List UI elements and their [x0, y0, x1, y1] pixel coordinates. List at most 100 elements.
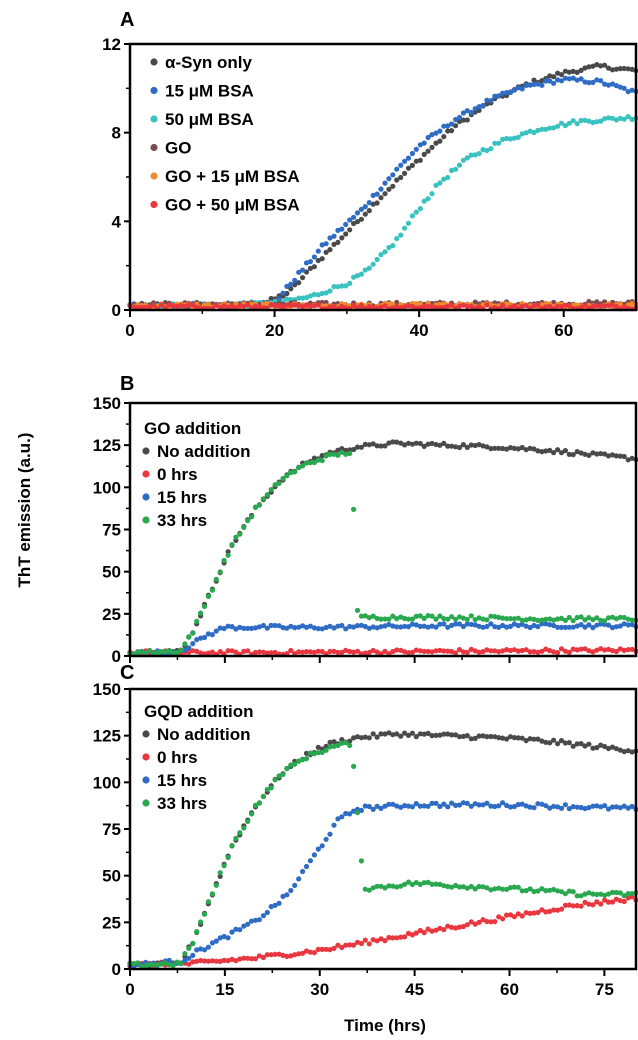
- data-point: [375, 192, 380, 197]
- data-point: [312, 264, 317, 269]
- data-point: [269, 487, 274, 492]
- data-point: [280, 772, 285, 777]
- data-point: [445, 804, 450, 809]
- data-point: [398, 163, 403, 168]
- data-point: [382, 249, 387, 254]
- y-tick-label: 50: [102, 563, 121, 582]
- data-point: [265, 910, 270, 915]
- y-tick-label: 100: [93, 478, 121, 497]
- data-point: [182, 641, 187, 646]
- data-point: [206, 594, 211, 599]
- data-point: [343, 231, 348, 236]
- data-point: [178, 961, 183, 966]
- y-tick-label: 12: [102, 35, 121, 54]
- y-tick-label: 75: [102, 820, 121, 839]
- data-point: [359, 217, 364, 222]
- data-point: [292, 278, 297, 283]
- data-point: [171, 963, 176, 968]
- legend-entry: No addition: [157, 442, 250, 461]
- panel-label-a: A: [120, 9, 134, 31]
- chart-panel-b: 0255075100125150GO additionNo addition0 …: [93, 394, 638, 666]
- data-point: [324, 241, 329, 246]
- data-point: [539, 83, 544, 88]
- data-point: [531, 805, 536, 810]
- y-tick-label: 75: [102, 521, 121, 540]
- data-point: [469, 110, 474, 115]
- legend-marker: [150, 144, 157, 151]
- data-point: [359, 941, 364, 946]
- data-point: [190, 941, 195, 946]
- data-point: [422, 930, 427, 935]
- legend-entry: GO: [165, 139, 191, 158]
- data-point: [359, 272, 364, 277]
- data-point: [206, 899, 211, 904]
- data-point: [414, 210, 419, 215]
- data-point: [249, 811, 254, 816]
- legend-marker: [150, 172, 157, 179]
- legend-marker: [142, 776, 149, 783]
- x-tick-label: 75: [595, 980, 614, 999]
- y-tick-label: 150: [93, 394, 121, 413]
- data-point: [249, 514, 254, 519]
- data-point: [551, 738, 556, 743]
- data-point: [453, 167, 458, 172]
- data-point: [622, 454, 627, 459]
- data-point: [394, 167, 399, 172]
- data-point: [622, 86, 627, 91]
- data-point: [496, 141, 501, 146]
- y-tick-label: 8: [112, 124, 121, 143]
- legend-entry: 15 hrs: [157, 488, 207, 507]
- data-point: [304, 864, 309, 869]
- x-tick-label: 60: [500, 980, 519, 999]
- data-point: [386, 176, 391, 181]
- data-point: [226, 553, 231, 558]
- data-point: [320, 256, 325, 261]
- data-point: [559, 806, 564, 811]
- data-point: [312, 254, 317, 259]
- data-point: [182, 951, 187, 956]
- data-point: [178, 647, 183, 652]
- legend-marker: [142, 799, 149, 806]
- data-point: [437, 180, 442, 185]
- data-point: [327, 247, 332, 252]
- data-point: [567, 740, 572, 745]
- legend-marker: [150, 58, 157, 65]
- data-point: [520, 86, 525, 91]
- data-point: [390, 184, 395, 189]
- data-point: [520, 913, 525, 918]
- legend: GO additionNo addition0 hrs15 hrs33 hrs: [142, 419, 250, 530]
- y-axis-label: ThT emission (a.u.): [15, 433, 34, 588]
- data-point: [308, 858, 313, 863]
- y-tick-label: 150: [93, 680, 121, 699]
- data-point: [410, 163, 415, 168]
- data-point: [559, 72, 564, 77]
- data-point: [382, 191, 387, 196]
- data-point: [308, 259, 313, 264]
- data-point: [292, 883, 297, 888]
- y-tick-label: 25: [102, 913, 121, 932]
- data-point: [375, 200, 380, 205]
- legend-entry: 50 μM BSA: [165, 110, 254, 129]
- data-point: [367, 735, 372, 740]
- data-point: [469, 613, 474, 618]
- data-point: [218, 569, 223, 574]
- data-point: [351, 764, 356, 769]
- data-point: [457, 115, 462, 120]
- data-point: [300, 869, 305, 874]
- y-tick-label: 0: [112, 301, 121, 320]
- data-point: [390, 243, 395, 248]
- data-point: [206, 945, 211, 950]
- data-point: [351, 215, 356, 220]
- data-point: [492, 919, 497, 924]
- data-point: [284, 766, 289, 771]
- y-tick-label: 100: [93, 773, 121, 792]
- legend-entry: α-Syn only: [165, 53, 253, 72]
- data-point: [449, 128, 454, 133]
- chart-panel-c: 02550751001251500 15 30 45 60 75GQD additionN…: [93, 680, 638, 999]
- data-point: [437, 129, 442, 134]
- data-point: [586, 742, 591, 747]
- data-point: [398, 175, 403, 180]
- series-1: [127, 730, 638, 970]
- data-point: [288, 282, 293, 287]
